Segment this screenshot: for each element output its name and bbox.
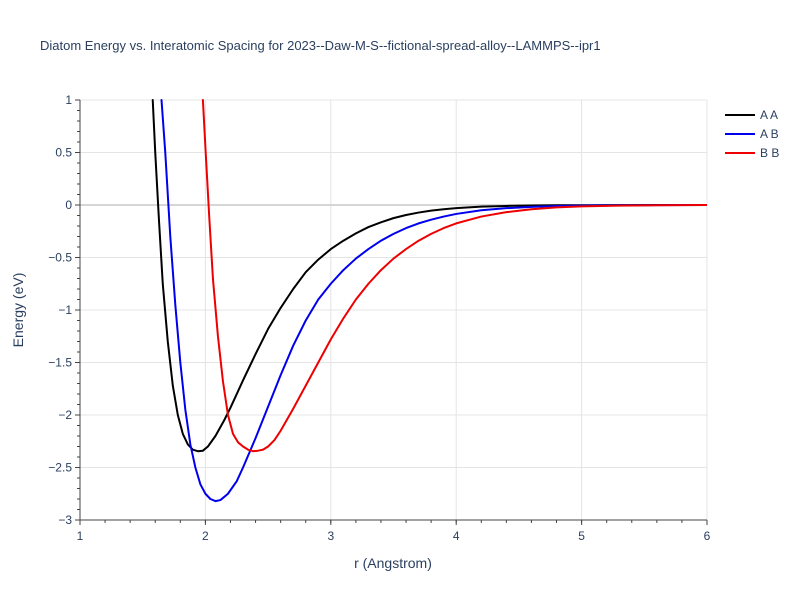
y-axis-title: Energy (eV) <box>10 273 26 348</box>
legend-item-a-b[interactable]: A B <box>725 127 779 141</box>
series-line-a-b <box>160 99 707 503</box>
x-tick-label: 2 <box>202 529 209 543</box>
grid <box>79 99 708 521</box>
x-tick-label: 1 <box>77 529 84 543</box>
y-tick-label: 1 <box>65 93 72 107</box>
y-tick-label: 0 <box>65 198 72 212</box>
legend-label: A B <box>760 127 779 141</box>
y-tick-label: −2.5 <box>48 461 72 475</box>
legend-item-a-a[interactable]: A A <box>725 108 778 122</box>
y-tick-label: −0.5 <box>48 251 72 265</box>
legend-item-b-b[interactable]: B B <box>725 146 779 160</box>
series-line-a-a <box>151 99 707 453</box>
plot-area <box>151 99 707 503</box>
axes: 1 2 3 4 5 6 −3 −2.5 −2 −1.5 −1 −0.5 0 0.5 1 <box>48 93 710 543</box>
legend[interactable]: A A A B B B <box>725 108 779 160</box>
x-tick-label: 3 <box>327 529 334 543</box>
y-tick-label: 0.5 <box>55 146 72 160</box>
y-tick-label: −2 <box>58 408 72 422</box>
y-tick-label: −1.5 <box>48 356 72 370</box>
x-tick-label: 4 <box>453 529 460 543</box>
x-tick-label: 5 <box>578 529 585 543</box>
x-axis-title: r (Angstrom) <box>354 555 432 571</box>
legend-label: B B <box>760 146 779 160</box>
series-line-b-b <box>201 99 707 453</box>
y-tick-label: −3 <box>58 513 72 527</box>
x-tick-label: 6 <box>704 529 711 543</box>
legend-label: A A <box>760 108 778 122</box>
chart-title: Diatom Energy vs. Interatomic Spacing fo… <box>40 38 601 53</box>
y-tick-label: −1 <box>58 303 72 317</box>
